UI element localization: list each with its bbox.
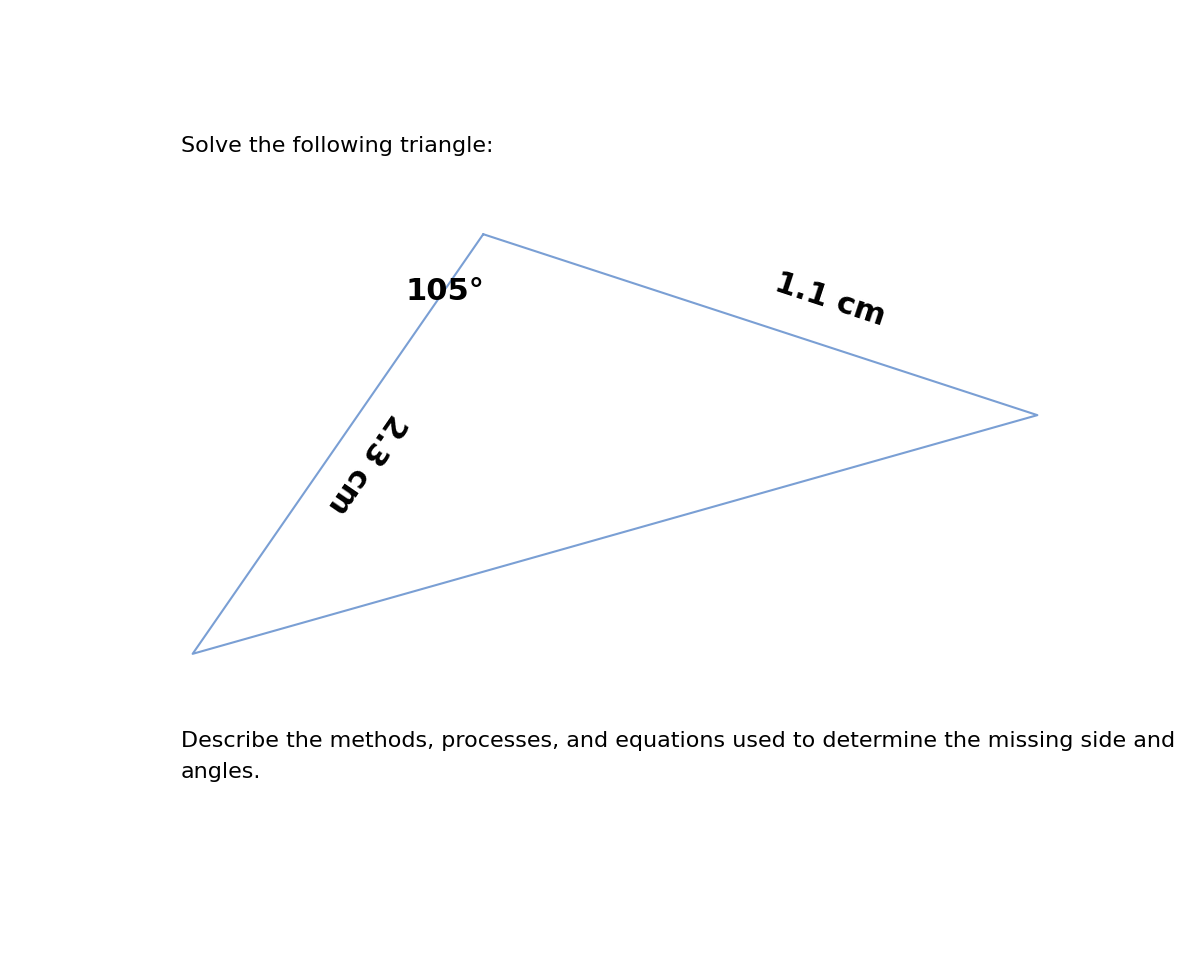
Text: angles.: angles. xyxy=(181,762,262,782)
Text: 1.1 cm: 1.1 cm xyxy=(772,269,889,332)
Text: Solve the following triangle:: Solve the following triangle: xyxy=(181,137,493,156)
Text: 105°: 105° xyxy=(406,277,485,305)
Text: Describe the methods, processes, and equations used to determine the missing sid: Describe the methods, processes, and equ… xyxy=(181,731,1175,751)
Text: 2.3 cm: 2.3 cm xyxy=(323,409,410,519)
